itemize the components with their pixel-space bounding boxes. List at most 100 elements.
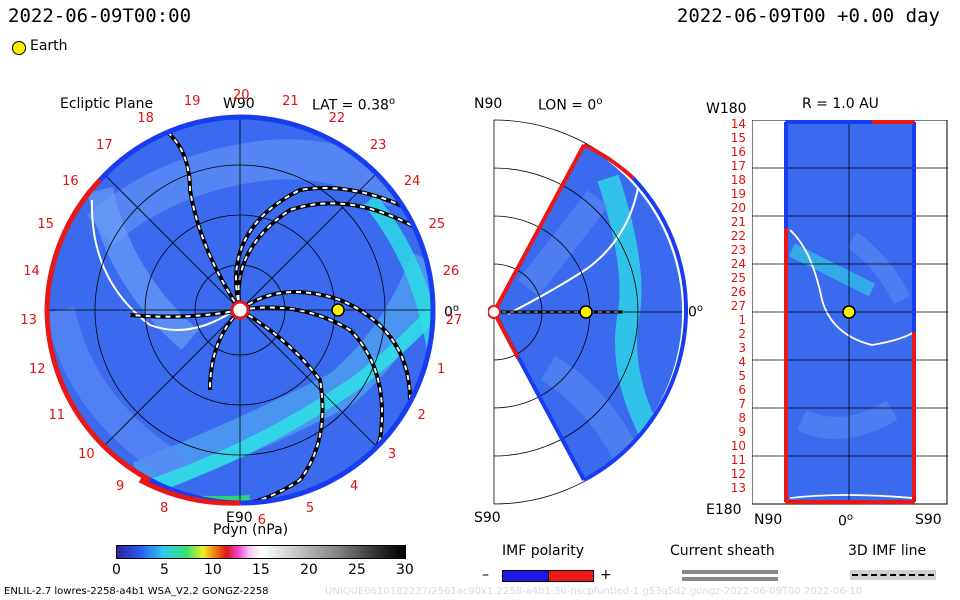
colorbar-tick-0: 0 xyxy=(112,562,121,578)
imf-plus-label: + xyxy=(600,567,612,583)
colorbar-tick-30: 30 xyxy=(396,562,414,578)
sector-number-8: 8 xyxy=(160,501,169,517)
sphere-y-label-20: 20 xyxy=(730,201,746,215)
current-sheath-line-2 xyxy=(682,577,778,581)
ecliptic-lat-label: LAT = 0.38o xyxy=(312,96,396,114)
sphere-y-label-9: 9 xyxy=(738,425,746,439)
sphere-y-label-23: 23 xyxy=(730,243,746,257)
sector-number-14: 14 xyxy=(23,264,40,279)
colorbar-tick-15: 15 xyxy=(252,562,270,578)
sphere-x-label-n90: N90 xyxy=(754,512,783,528)
sphere-y-label-25: 25 xyxy=(730,271,746,285)
sphere-y-label-7: 7 xyxy=(738,397,746,411)
ecliptic-zero-label: 0o xyxy=(444,303,460,321)
imf-positive-swatch xyxy=(548,570,594,582)
imf3d-title: 3D IMF line xyxy=(848,543,927,559)
sphere-y-label-14: 14 xyxy=(730,117,746,131)
sphere-top-left-label: W180 xyxy=(706,101,747,117)
sphere-y-label-17: 17 xyxy=(730,159,746,173)
sector-number-10: 10 xyxy=(78,447,95,463)
meridional-top-label: N90 xyxy=(474,96,503,112)
earth-legend-label: Earth xyxy=(30,38,68,54)
sector-number-2: 2 xyxy=(417,407,426,423)
meridional-earth-marker xyxy=(579,305,593,319)
imf3d-swatch-line xyxy=(852,574,934,576)
sphere-y-label-1: 1 xyxy=(738,313,746,327)
sphere-x-label-0: 0o xyxy=(838,512,854,530)
ecliptic-top-label: W90 xyxy=(223,96,255,112)
colorbar xyxy=(116,545,406,559)
colorbar-tick-5: 5 xyxy=(160,562,169,578)
sphere-y-label-18: 18 xyxy=(730,173,746,187)
sphere-y-label-10: 10 xyxy=(730,439,746,453)
colorbar-tick-10: 10 xyxy=(204,562,222,578)
sector-number-6: 6 xyxy=(257,512,266,528)
sphere-y-label-22: 22 xyxy=(730,229,746,243)
sector-number-17: 17 xyxy=(96,137,113,153)
imf-minus-label: – xyxy=(482,567,489,583)
sphere-y-label-11: 11 xyxy=(730,453,746,467)
imf-negative-swatch xyxy=(502,570,550,582)
meridional-zero-label: 0o xyxy=(688,303,704,321)
sector-number-19: 19 xyxy=(183,93,201,109)
meridional-plot xyxy=(488,119,688,505)
left-timestamp: 2022-06-09T00:00 xyxy=(8,5,192,27)
sphere-earth-marker xyxy=(842,305,856,319)
sphere-y-label-2: 2 xyxy=(738,327,746,341)
current-sheath-title: Current sheath xyxy=(670,543,775,559)
sphere-y-label-27: 27 xyxy=(730,299,746,313)
sphere-y-label-26: 26 xyxy=(730,285,746,299)
sphere-y-label-3: 3 xyxy=(738,341,746,355)
sector-number-25: 25 xyxy=(428,216,446,232)
ecliptic-bottom-label: E90 xyxy=(226,510,253,526)
sphere-y-label-13: 13 xyxy=(730,481,746,495)
sphere-title: R = 1.0 AU xyxy=(802,96,879,112)
sector-number-1: 1 xyxy=(437,362,446,378)
footer-model: ENLIL-2.7 lowres-2258-a4b1 WSA_V2.2 GONG… xyxy=(4,586,269,597)
sector-number-15: 15 xyxy=(37,216,54,232)
sector-number-9: 9 xyxy=(115,478,125,494)
sector-number-21: 21 xyxy=(282,93,299,109)
sphere-y-label-21: 21 xyxy=(730,215,746,229)
footer-watermark: UNIQUE0610182237/2561ac90x1.2258-a4b1.36… xyxy=(325,586,863,597)
imf-polarity-title: IMF polarity xyxy=(502,543,585,559)
meridional-bottom-label: S90 xyxy=(474,510,501,526)
sector-number-24: 24 xyxy=(403,173,421,189)
sector-number-3: 3 xyxy=(387,447,397,463)
sector-number-4: 4 xyxy=(350,478,359,494)
sphere-x-label-s90: S90 xyxy=(915,512,942,528)
sector-number-18: 18 xyxy=(137,110,154,126)
sector-number-11: 11 xyxy=(48,407,66,423)
colorbar-tick-20: 20 xyxy=(300,562,318,578)
sphere-plot xyxy=(752,120,948,505)
ecliptic-title: Ecliptic Plane xyxy=(60,96,154,112)
sector-number-22: 22 xyxy=(328,110,346,126)
sector-number-5: 5 xyxy=(305,501,315,517)
sphere-y-label-16: 16 xyxy=(730,145,746,159)
sphere-bottom-left-label: E180 xyxy=(706,502,742,518)
meridional-sun-marker xyxy=(488,305,501,319)
colorbar-tick-25: 25 xyxy=(348,562,366,578)
sector-number-27: 27 xyxy=(445,313,463,329)
sphere-y-label-15: 15 xyxy=(730,131,746,145)
sphere-y-label-8: 8 xyxy=(738,411,746,425)
meridional-lon-label: LON = 0o xyxy=(538,96,603,114)
earth-marker xyxy=(331,303,345,317)
earth-legend-icon xyxy=(12,41,26,55)
sphere-y-label-19: 19 xyxy=(730,187,746,201)
ecliptic-plane-plot xyxy=(44,114,436,506)
sphere-y-label-6: 6 xyxy=(738,383,746,397)
current-sheath-line-1 xyxy=(682,570,778,574)
sun-marker xyxy=(230,300,250,320)
sphere-y-label-24: 24 xyxy=(730,257,746,271)
sector-number-16: 16 xyxy=(62,173,79,189)
colorbar-title: Pdyn (nPa) xyxy=(213,522,289,538)
right-timestamp: 2022-06-09T00 +0.00 day xyxy=(676,5,940,27)
sphere-y-label-4: 4 xyxy=(738,355,746,369)
sector-number-20: 20 xyxy=(233,88,250,103)
sector-number-23: 23 xyxy=(369,137,387,153)
sector-number-26: 26 xyxy=(442,264,460,279)
sphere-y-label-12: 12 xyxy=(730,467,746,481)
sector-number-12: 12 xyxy=(28,362,46,378)
sphere-y-label-5: 5 xyxy=(738,369,746,383)
